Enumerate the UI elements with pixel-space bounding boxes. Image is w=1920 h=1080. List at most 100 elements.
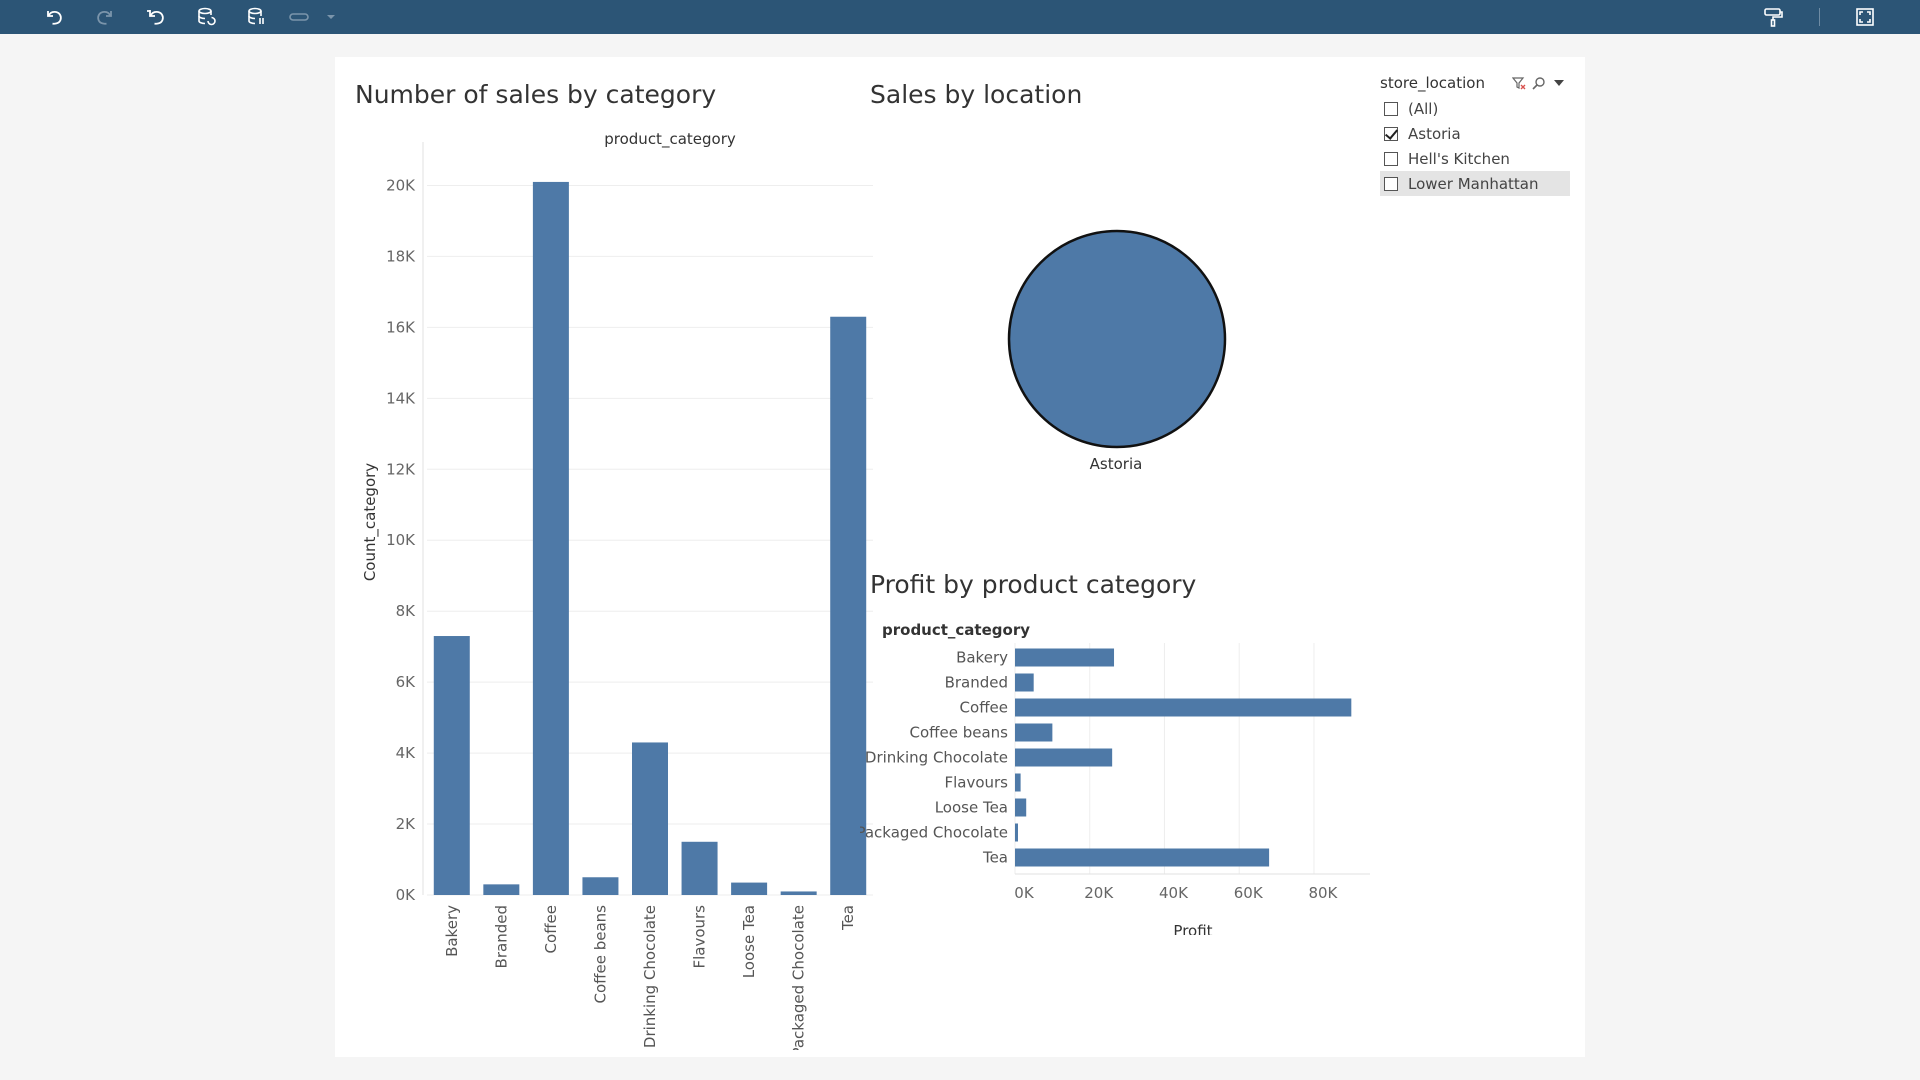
category-label: Tea [982,849,1008,867]
filter-option-label: Lower Manhattan [1408,174,1539,193]
bar[interactable] [1015,773,1021,792]
x-tick-label: 40K [1159,884,1189,902]
filter-option[interactable]: Hell's Kitchen [1380,146,1570,171]
x-tick-labels: 0K 20K 40K 60K 80K [1014,884,1338,902]
x-tick-label: 20K [1084,884,1114,902]
x-axis-label: product_category [604,130,736,149]
x-tick-label: Flavours [691,905,709,969]
x-tick-label: Coffee [542,905,560,953]
bar[interactable] [1015,798,1027,817]
bar[interactable] [632,742,668,895]
bar[interactable] [731,882,768,895]
y-axis-label: Count_category [361,463,380,581]
y-tick-label: 8K [396,602,417,620]
x-tick-label: Bakery [443,905,461,957]
toolbar [0,0,1920,34]
filter-items: (All) Astoria Hell's Kitchen Lower Manhatta… [1380,96,1570,196]
x-tick-label: Coffee beans [591,905,609,1004]
filter-option[interactable]: (All) [1380,96,1570,121]
y-tick-label: 14K [386,389,416,407]
dropdown-arrow-icon[interactable] [318,5,344,29]
category-label: Bakery [956,649,1008,667]
redo-icon[interactable] [92,5,118,29]
x-tick-label: Tea [839,905,857,931]
x-tick-label: Drinking Chocolate [641,905,659,1048]
y-tick-label: 6K [396,673,417,691]
bar[interactable] [483,884,520,895]
filter-option-label: Astoria [1408,124,1461,143]
filter-option-label: Hell's Kitchen [1408,149,1510,168]
pie-slices [1007,229,1227,449]
filter-checkbox[interactable] [1384,126,1398,141]
profit-by-category-title: Profit by product category [870,570,1197,599]
bar[interactable] [532,181,569,895]
bar[interactable] [433,636,470,895]
bar[interactable] [582,877,619,895]
y-tick-label: 2K [396,815,417,833]
store-location-filter: store_location (All) Astoria Hell's Kitche… [1380,70,1570,196]
bar[interactable] [1015,748,1113,767]
y-tick-label: 16K [386,318,416,336]
sales-by-location-chart[interactable]: Astoria [990,220,1240,480]
search-icon[interactable] [1532,76,1546,90]
undo-icon[interactable] [41,5,67,29]
refresh-datasource-icon[interactable] [193,5,219,29]
pie-labels: Astoria [1090,455,1143,473]
filter-checkbox[interactable] [1384,101,1398,116]
filter-checkbox[interactable] [1384,176,1398,191]
y-tick-label: 0K [396,886,417,904]
x-tick-label: Branded [492,905,510,968]
category-labels: Bakery Branded Coffee Coffee beans Drinking … [860,649,1008,867]
bar[interactable] [1015,823,1018,842]
category-label: Flavours [944,774,1008,792]
filter-header: store_location [1380,70,1570,96]
sales-by-category-chart[interactable]: product_category Count_category 0K 2K 4K 6K… [335,120,875,1050]
sales-by-category-title: Number of sales by category [355,80,717,109]
sales-by-location-title: Sales by location [870,80,1083,109]
bar[interactable] [830,316,867,895]
x-axis-label: Profit [1173,922,1212,935]
filter-option-label: (All) [1408,99,1439,118]
category-label: Loose Tea [935,799,1008,817]
bars [433,181,867,895]
toolbar-separator [1819,8,1820,26]
x-tick-label: Packaged Chocolate [790,905,808,1050]
bars [1015,648,1352,867]
bar[interactable] [1015,723,1053,742]
filter-title: store_location [1380,74,1485,92]
revert-icon[interactable] [142,5,168,29]
bar[interactable] [681,841,718,895]
bar[interactable] [780,891,817,895]
bar[interactable] [1015,648,1115,667]
pie-slice-label: Astoria [1090,455,1143,473]
category-header: product_category [882,621,1030,639]
y-tick-label: 10K [386,531,416,549]
category-label: Coffee [960,699,1008,717]
filter-menu-dropdown-icon[interactable] [1552,76,1566,90]
x-tick-label: 80K [1308,884,1338,902]
filter-option[interactable]: Astoria [1380,121,1570,146]
pie-slice[interactable] [1007,229,1227,449]
category-label: Drinking Chocolate [865,749,1008,767]
category-label: Packaged Chocolate [860,824,1008,842]
pause-updates-icon[interactable] [243,5,269,29]
x-tick-label: Loose Tea [740,905,758,978]
filter-option[interactable]: Lower Manhattan [1380,171,1570,196]
category-label: Coffee beans [910,724,1009,742]
profit-by-category-chart[interactable]: product_category Bakery Branded Coffee Coff… [860,615,1380,935]
filter-checkbox[interactable] [1384,151,1398,166]
y-tick-label: 18K [386,247,416,265]
bar[interactable] [1015,698,1352,717]
y-tick-label: 20K [386,176,416,194]
x-tick-label: 0K [1014,884,1035,902]
format-painter-icon[interactable] [1760,5,1786,29]
y-tick-label: 4K [396,744,417,762]
clear-filter-icon[interactable] [1511,76,1526,90]
bar[interactable] [1015,673,1034,692]
bar[interactable] [1015,848,1270,867]
fullscreen-icon[interactable] [1852,5,1878,29]
x-tick-label: 60K [1234,884,1264,902]
redirect-icon[interactable] [287,5,313,29]
y-tick-labels: 0K 2K 4K 6K 8K 10K 12K 14K 16K 18K 20K [386,176,416,904]
category-label: Branded [945,674,1008,692]
